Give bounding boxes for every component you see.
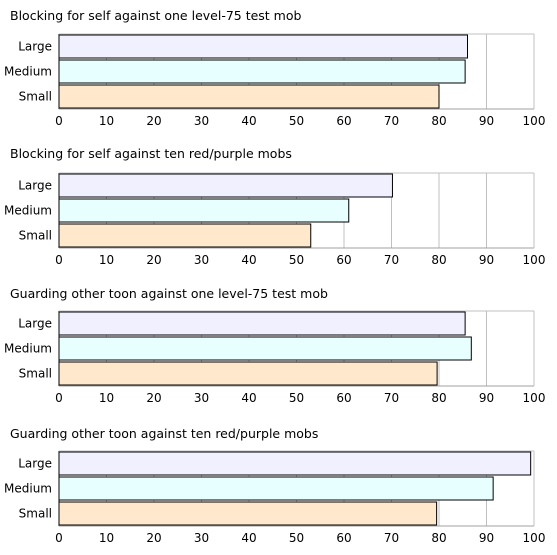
chart-title: Guarding other toon against ten red/purp… — [10, 426, 318, 441]
tick-label: 30 — [194, 253, 209, 267]
tick-label: 20 — [146, 531, 161, 545]
tick-label: 100 — [523, 391, 546, 405]
category-label: Small — [19, 507, 52, 521]
chart-title: Blocking for self against ten red/purple… — [10, 146, 292, 161]
tick-label: 20 — [146, 114, 161, 128]
category-label: Large — [18, 40, 52, 54]
tick-label: 30 — [194, 114, 209, 128]
category-label: Large — [18, 457, 52, 471]
tick-label: 80 — [431, 531, 446, 545]
tick-label: 60 — [336, 531, 351, 545]
bar-medium — [58, 59, 466, 84]
tick-label: 40 — [241, 531, 256, 545]
category-label: Medium — [4, 204, 52, 218]
category-label: Small — [19, 229, 52, 243]
tick-label: 50 — [289, 253, 304, 267]
tick-label: 80 — [431, 114, 446, 128]
tick-label: 100 — [523, 531, 546, 545]
chart-panel-4: Guarding other toon against ten red/purp… — [4, 426, 545, 545]
tick-label: 80 — [431, 391, 446, 405]
tick-label: 60 — [336, 391, 351, 405]
tick-label: 40 — [241, 391, 256, 405]
tick-label: 10 — [99, 253, 114, 267]
tick-label: 0 — [55, 114, 63, 128]
bar-large — [58, 173, 393, 198]
tick-label: 50 — [289, 114, 304, 128]
category-label: Medium — [4, 482, 52, 496]
bar-small — [58, 84, 440, 109]
chart-panel-2: Blocking for self against ten red/purple… — [4, 146, 545, 267]
tick-label: 50 — [289, 531, 304, 545]
bar-large — [58, 311, 466, 336]
bar-medium — [58, 336, 472, 361]
tick-label: 100 — [523, 114, 546, 128]
chart-title: Guarding other toon against one level-75… — [10, 286, 328, 301]
bar-small — [58, 361, 438, 386]
bar-medium — [58, 476, 494, 501]
tick-label: 70 — [384, 531, 399, 545]
tick-label: 60 — [336, 114, 351, 128]
tick-label: 30 — [194, 531, 209, 545]
tick-label: 50 — [289, 391, 304, 405]
tick-label: 30 — [194, 391, 209, 405]
tick-label: 90 — [479, 114, 494, 128]
tick-label: 10 — [99, 531, 114, 545]
tick-label: 80 — [431, 253, 446, 267]
category-label: Large — [18, 179, 52, 193]
tick-label: 90 — [479, 391, 494, 405]
category-label: Medium — [4, 65, 52, 79]
tick-label: 20 — [146, 253, 161, 267]
tick-label: 0 — [55, 391, 63, 405]
bar-small — [58, 501, 438, 526]
tick-label: 10 — [99, 114, 114, 128]
tick-label: 0 — [55, 531, 63, 545]
tick-label: 70 — [384, 114, 399, 128]
tick-label: 10 — [99, 391, 114, 405]
tick-label: 70 — [384, 253, 399, 267]
tick-label: 100 — [523, 253, 546, 267]
chart-panel-3: Guarding other toon against one level-75… — [4, 286, 545, 405]
tick-label: 70 — [384, 391, 399, 405]
bar-small — [58, 223, 312, 248]
tick-label: 90 — [479, 253, 494, 267]
bar-medium — [58, 198, 350, 223]
chart-panel-1: Blocking for self against one level-75 t… — [4, 8, 545, 128]
bar-large — [58, 451, 532, 476]
tick-label: 40 — [241, 114, 256, 128]
tick-label: 60 — [336, 253, 351, 267]
category-label: Medium — [4, 342, 52, 356]
category-label: Large — [18, 317, 52, 331]
bar-large — [58, 34, 468, 59]
tick-label: 90 — [479, 531, 494, 545]
tick-label: 0 — [55, 253, 63, 267]
category-label: Small — [19, 367, 52, 381]
chart-title: Blocking for self against one level-75 t… — [10, 8, 302, 23]
category-label: Small — [19, 90, 52, 104]
tick-label: 20 — [146, 391, 161, 405]
tick-label: 40 — [241, 253, 256, 267]
